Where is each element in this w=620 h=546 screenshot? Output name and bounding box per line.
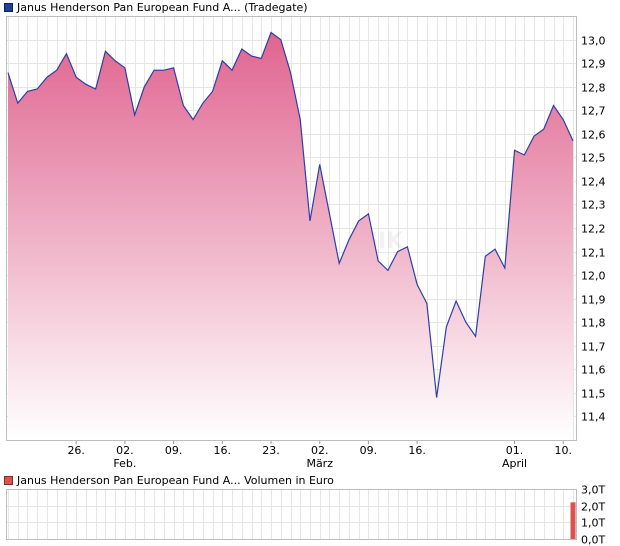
y-tick-label: 12,3 (581, 199, 606, 212)
x-tick-label-day: 23. (262, 444, 280, 457)
x-tick-label-day: 26. (67, 444, 85, 457)
y-tick-label: 12,8 (581, 82, 606, 95)
y-tick-label: 11,6 (581, 364, 606, 377)
x-tick-label-day: 09. (360, 444, 378, 457)
x-tick-label-day: 09. (165, 444, 183, 457)
volume-bar (570, 502, 576, 539)
y-tick-label: 12,7 (581, 105, 606, 118)
volume-y-tick-label: 3,0T (581, 484, 605, 497)
y-tick-label: 11,5 (581, 388, 606, 401)
x-tick-label-month: Feb. (113, 457, 136, 470)
x-tick-label-day: 16. (214, 444, 232, 457)
x-tick-label-day: 10. (555, 444, 573, 457)
y-tick-label: 12,2 (581, 223, 606, 236)
price-plot-area: 11,4 11,5 11,6 11,7 11,8 11,9 12,0 12,1 12,2 12,3… (6, 16, 606, 470)
legend-swatch-price (4, 2, 13, 12)
price-plot-border (6, 16, 577, 441)
y-tick-label: 12,4 (581, 176, 606, 189)
volume-chart-legend-text: Janus Henderson Pan European Fund A... V… (17, 473, 334, 487)
legend-swatch-volume (4, 475, 13, 485)
y-tick-label: 12,1 (581, 247, 606, 260)
y-tick-label: 12,5 (581, 152, 606, 165)
x-tick-label-day: 02. (311, 444, 329, 457)
volume-y-tick-label: 1,0T (581, 517, 605, 530)
y-tick-label: 11,9 (581, 294, 606, 307)
y-tick-label: 12,0 (581, 270, 606, 283)
y-tick-label: 11,7 (581, 341, 606, 354)
price-chart-legend: Janus Henderson Pan European Fund A... (… (4, 0, 308, 14)
volume-chart-legend: Janus Henderson Pan European Fund A... V… (4, 473, 334, 487)
x-tick-label-day: 01. (506, 444, 524, 457)
y-tick-label: 11,4 (581, 411, 606, 424)
x-tick-label-month: April (502, 457, 527, 470)
volume-plot-area: 0,0T 1,0T 2,0T 3,0T (6, 484, 605, 546)
y-tick-label: 11,8 (581, 317, 606, 330)
y-tick-label: 13,0 (581, 35, 606, 48)
y-tick-label: 12,9 (581, 58, 606, 71)
price-series-line (7, 31, 574, 398)
x-tick-label-day: 16. (408, 444, 426, 457)
volume-y-tick-label: 2,0T (581, 501, 605, 514)
price-area-fill (8, 32, 573, 441)
volume-plot-border (6, 489, 577, 540)
x-tick-label-day: 02. (116, 444, 134, 457)
y-tick-label: 12,6 (581, 129, 606, 142)
price-chart-legend-text: Janus Henderson Pan European Fund A... (… (17, 0, 308, 14)
x-tick-label-month: März (306, 457, 333, 470)
volume-y-tick-label: 0,0T (581, 534, 605, 546)
